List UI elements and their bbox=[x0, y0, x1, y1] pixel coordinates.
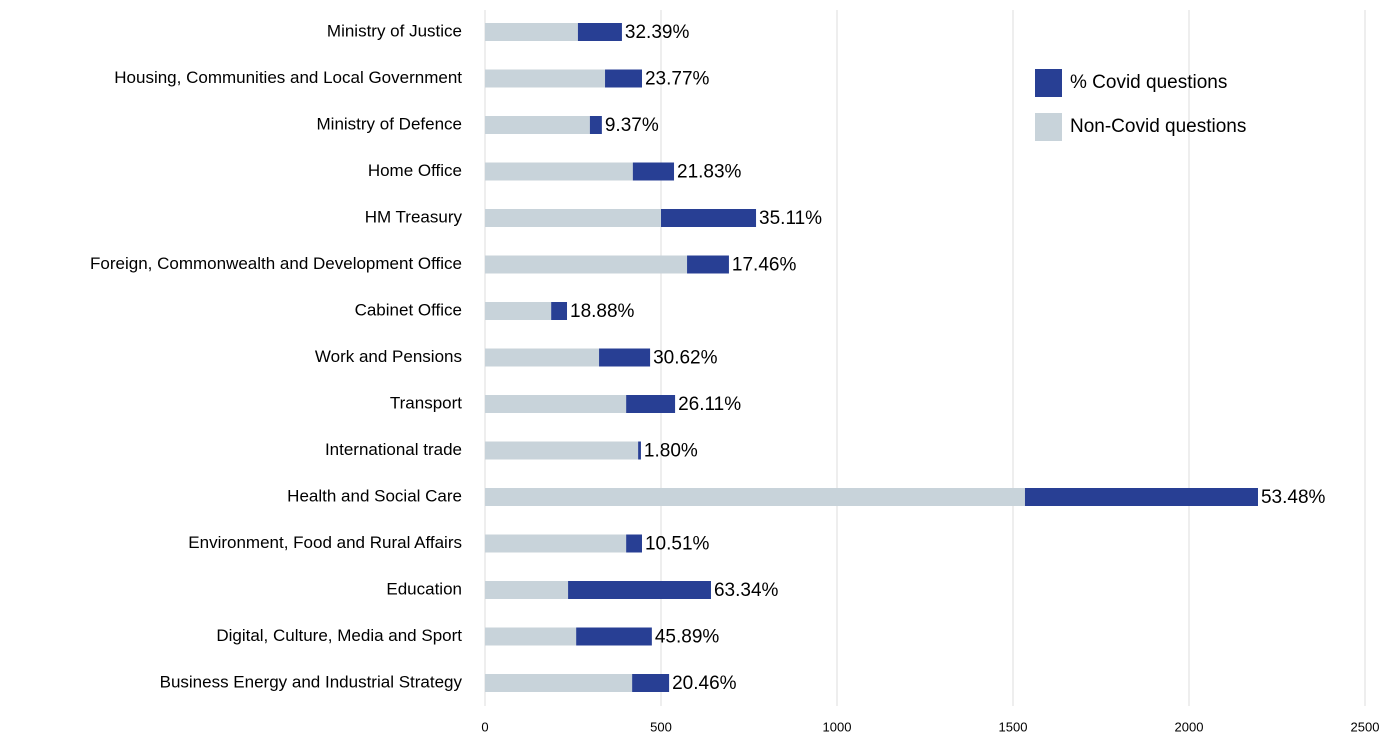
y-tick-label: Ministry of Defence bbox=[317, 114, 463, 133]
bar-segment bbox=[599, 348, 651, 367]
bar-segment bbox=[485, 581, 569, 599]
y-tick-label: Housing, Communities and Local Governmen… bbox=[114, 68, 462, 87]
data-label: 35.11% bbox=[759, 208, 822, 229]
bar-segment bbox=[485, 674, 633, 692]
y-tick-label: Business Energy and Industrial Strategy bbox=[160, 672, 463, 691]
bar-segment bbox=[485, 488, 1025, 506]
bar-segment bbox=[485, 162, 633, 181]
data-label: 9.37% bbox=[605, 115, 659, 136]
y-tick-label: Transport bbox=[390, 393, 462, 412]
y-tick-label: Home Office bbox=[368, 161, 462, 180]
legend-label: Non-Covid questions bbox=[1070, 116, 1246, 137]
legend-swatch bbox=[1035, 113, 1062, 141]
bar-segment bbox=[485, 627, 577, 646]
bar-segment bbox=[576, 627, 652, 646]
bar-segment bbox=[485, 348, 600, 367]
y-tick-label: Digital, Culture, Media and Sport bbox=[216, 626, 462, 645]
x-tick-label: 500 bbox=[650, 719, 672, 734]
bar-segment bbox=[568, 581, 711, 599]
data-label: 18.88% bbox=[570, 301, 635, 322]
x-tick-label: 1500 bbox=[999, 719, 1028, 734]
bar-segment bbox=[661, 209, 757, 227]
data-label: 20.46% bbox=[672, 673, 737, 694]
bar-segment bbox=[638, 441, 641, 460]
data-label: 23.77% bbox=[645, 69, 710, 90]
y-tick-label: Cabinet Office bbox=[355, 300, 462, 319]
y-tick-label: Ministry of Justice bbox=[327, 21, 462, 40]
x-tick-label: 1000 bbox=[823, 719, 852, 734]
bar-segment bbox=[485, 23, 578, 41]
y-tick-label: International trade bbox=[325, 440, 462, 459]
x-tick-label: 2500 bbox=[1351, 719, 1380, 734]
bar-segment bbox=[485, 69, 606, 88]
bar-segment bbox=[632, 162, 675, 181]
y-tick-label: Foreign, Commonwealth and Development Of… bbox=[90, 254, 462, 273]
y-tick-label: Environment, Food and Rural Affairs bbox=[188, 533, 462, 552]
bar-segment bbox=[626, 395, 676, 413]
bar-segment bbox=[485, 534, 627, 553]
data-label: 17.46% bbox=[732, 255, 797, 276]
bar-segment bbox=[589, 116, 602, 134]
bar-segment bbox=[485, 116, 590, 134]
y-tick-label: Health and Social Care bbox=[287, 486, 462, 505]
bar-segment bbox=[626, 534, 642, 553]
bar-segment bbox=[1024, 488, 1258, 506]
bar-segment bbox=[551, 302, 568, 320]
data-label: 30.62% bbox=[653, 348, 718, 369]
bar-segment bbox=[485, 395, 627, 413]
bar-segment bbox=[485, 255, 688, 274]
y-tick-label: HM Treasury bbox=[365, 207, 463, 226]
bar-segment bbox=[605, 69, 642, 88]
bar-segment bbox=[485, 209, 661, 227]
x-tick-label: 2000 bbox=[1175, 719, 1204, 734]
y-tick-label: Education bbox=[386, 579, 462, 598]
bar-segment bbox=[632, 674, 670, 692]
y-tick-label: Work and Pensions bbox=[315, 347, 462, 366]
data-label: 10.51% bbox=[645, 534, 710, 555]
data-label: 26.11% bbox=[678, 394, 741, 415]
bar-segment bbox=[687, 255, 729, 274]
bar-segment bbox=[485, 441, 639, 460]
data-label: 21.83% bbox=[677, 162, 742, 183]
data-label: 53.48% bbox=[1261, 487, 1326, 508]
bar-segment bbox=[577, 23, 622, 41]
legend-label: % Covid questions bbox=[1070, 72, 1227, 93]
data-label: 63.34% bbox=[714, 580, 779, 601]
data-label: 1.80% bbox=[644, 441, 698, 462]
legend-swatch bbox=[1035, 69, 1062, 97]
bar-segment bbox=[485, 302, 552, 320]
x-tick-label: 0 bbox=[481, 719, 488, 734]
data-label: 32.39% bbox=[625, 22, 690, 43]
data-label: 45.89% bbox=[655, 627, 720, 648]
